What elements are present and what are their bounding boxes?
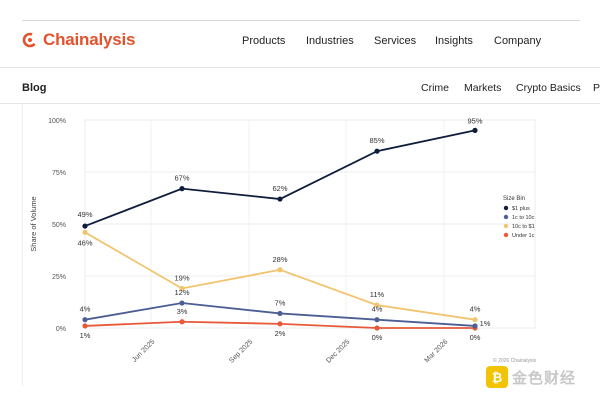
- chainalysis-logo-icon: [22, 32, 38, 48]
- data-label: 46%: [77, 238, 92, 247]
- data-point: [277, 196, 283, 202]
- watermark: ₿ 金色财经: [486, 366, 576, 388]
- data-point: [374, 325, 380, 331]
- data-point: [179, 319, 185, 325]
- nav-company[interactable]: Company: [494, 35, 542, 47]
- data-label: 62%: [272, 184, 287, 193]
- main-nav: Products Industries Services Insights Co…: [0, 35, 600, 51]
- section-title[interactable]: Blog: [22, 82, 47, 94]
- watermark-logo-icon: ₿: [486, 366, 508, 388]
- y-tick-label: 100%: [48, 118, 66, 125]
- data-point: [82, 317, 88, 323]
- data-point: [374, 148, 380, 154]
- legend-swatch: [503, 205, 509, 211]
- nav-products[interactable]: Products: [242, 35, 286, 47]
- data-point: [277, 267, 283, 273]
- header-divider: [0, 67, 600, 68]
- data-label: 7%: [275, 298, 286, 307]
- data-point: [472, 323, 478, 329]
- top-rule: [22, 20, 580, 21]
- watermark-text: 金色财经: [512, 369, 577, 387]
- subnav-divider: [0, 103, 600, 104]
- data-label: 4%: [372, 305, 383, 314]
- data-label: 11%: [370, 290, 385, 299]
- legend-title: Size Bin: [503, 196, 525, 202]
- x-tick-label: Jun 2025: [131, 338, 156, 363]
- x-tick-label: Dec 2025: [325, 338, 351, 364]
- data-label: 49%: [77, 210, 92, 219]
- legend-swatch: [503, 232, 509, 238]
- data-point: [82, 323, 88, 329]
- nav-industries[interactable]: Industries: [306, 35, 354, 47]
- subnav-crime[interactable]: Crime: [421, 82, 449, 94]
- data-label: 95%: [467, 116, 482, 125]
- x-tick-label: Sep 2025: [228, 338, 254, 364]
- subnav-crypto-basics[interactable]: Crypto Basics: [516, 82, 581, 94]
- data-point: [179, 285, 185, 292]
- line-chart: 0% 25% 50% 75% 100% Jun 2025 Sep 2025 Dec 2025 M…: [29, 116, 537, 364]
- subnav-overflow-item[interactable]: P: [593, 82, 600, 94]
- data-point: [179, 300, 185, 306]
- data-point: [82, 223, 88, 229]
- legend-swatch: [503, 223, 509, 229]
- legend-entry: 1c to 10c: [512, 215, 535, 221]
- data-label: 12%: [174, 288, 189, 297]
- data-label: 0%: [372, 333, 383, 342]
- x-tick-label: Mar 2026: [424, 338, 450, 364]
- data-label: 19%: [174, 273, 189, 282]
- data-point: [374, 317, 380, 323]
- data-point: [374, 302, 380, 308]
- y-tick-label: 25%: [52, 274, 66, 281]
- data-label: 28%: [272, 255, 287, 264]
- chart-panel: 0% 25% 50% 75% 100% Jun 2025 Sep 2025 Dec 2025 M…: [22, 104, 599, 386]
- data-label: 85%: [369, 136, 384, 145]
- y-tick-label: 50%: [52, 222, 66, 229]
- data-label: 3%: [177, 307, 188, 316]
- data-point: [82, 229, 88, 235]
- data-point: [472, 317, 478, 323]
- data-label: 1%: [80, 331, 91, 340]
- data-point: [277, 321, 283, 327]
- data-point: [472, 127, 478, 133]
- data-point: [277, 310, 283, 317]
- legend-entry: Under 1c: [512, 233, 535, 239]
- chart-copyright: © 2026 Chainalysis: [493, 357, 537, 364]
- legend-entry: 10c to $1: [512, 224, 535, 230]
- y-axis-label: Share of Volume: [29, 196, 38, 251]
- data-point: [179, 186, 185, 192]
- data-label: 0%: [470, 333, 481, 342]
- data-label: 4%: [80, 305, 91, 314]
- data-label: 2%: [275, 329, 286, 338]
- data-label: 4%: [470, 305, 481, 314]
- legend-entry: $1 plus: [512, 206, 530, 212]
- brand-logo[interactable]: Chainalysis: [22, 30, 135, 50]
- subnav-markets[interactable]: Markets: [464, 82, 502, 94]
- y-tick-label: 0%: [56, 326, 66, 333]
- legend-swatch: [503, 214, 509, 220]
- brand-name: Chainalysis: [43, 30, 136, 49]
- nav-insights[interactable]: Insights: [435, 35, 473, 47]
- data-label: 1%: [480, 319, 491, 328]
- data-label: 67%: [174, 174, 189, 183]
- y-tick-label: 75%: [52, 170, 66, 177]
- series-line: [84, 129, 476, 227]
- nav-services[interactable]: Services: [374, 35, 417, 47]
